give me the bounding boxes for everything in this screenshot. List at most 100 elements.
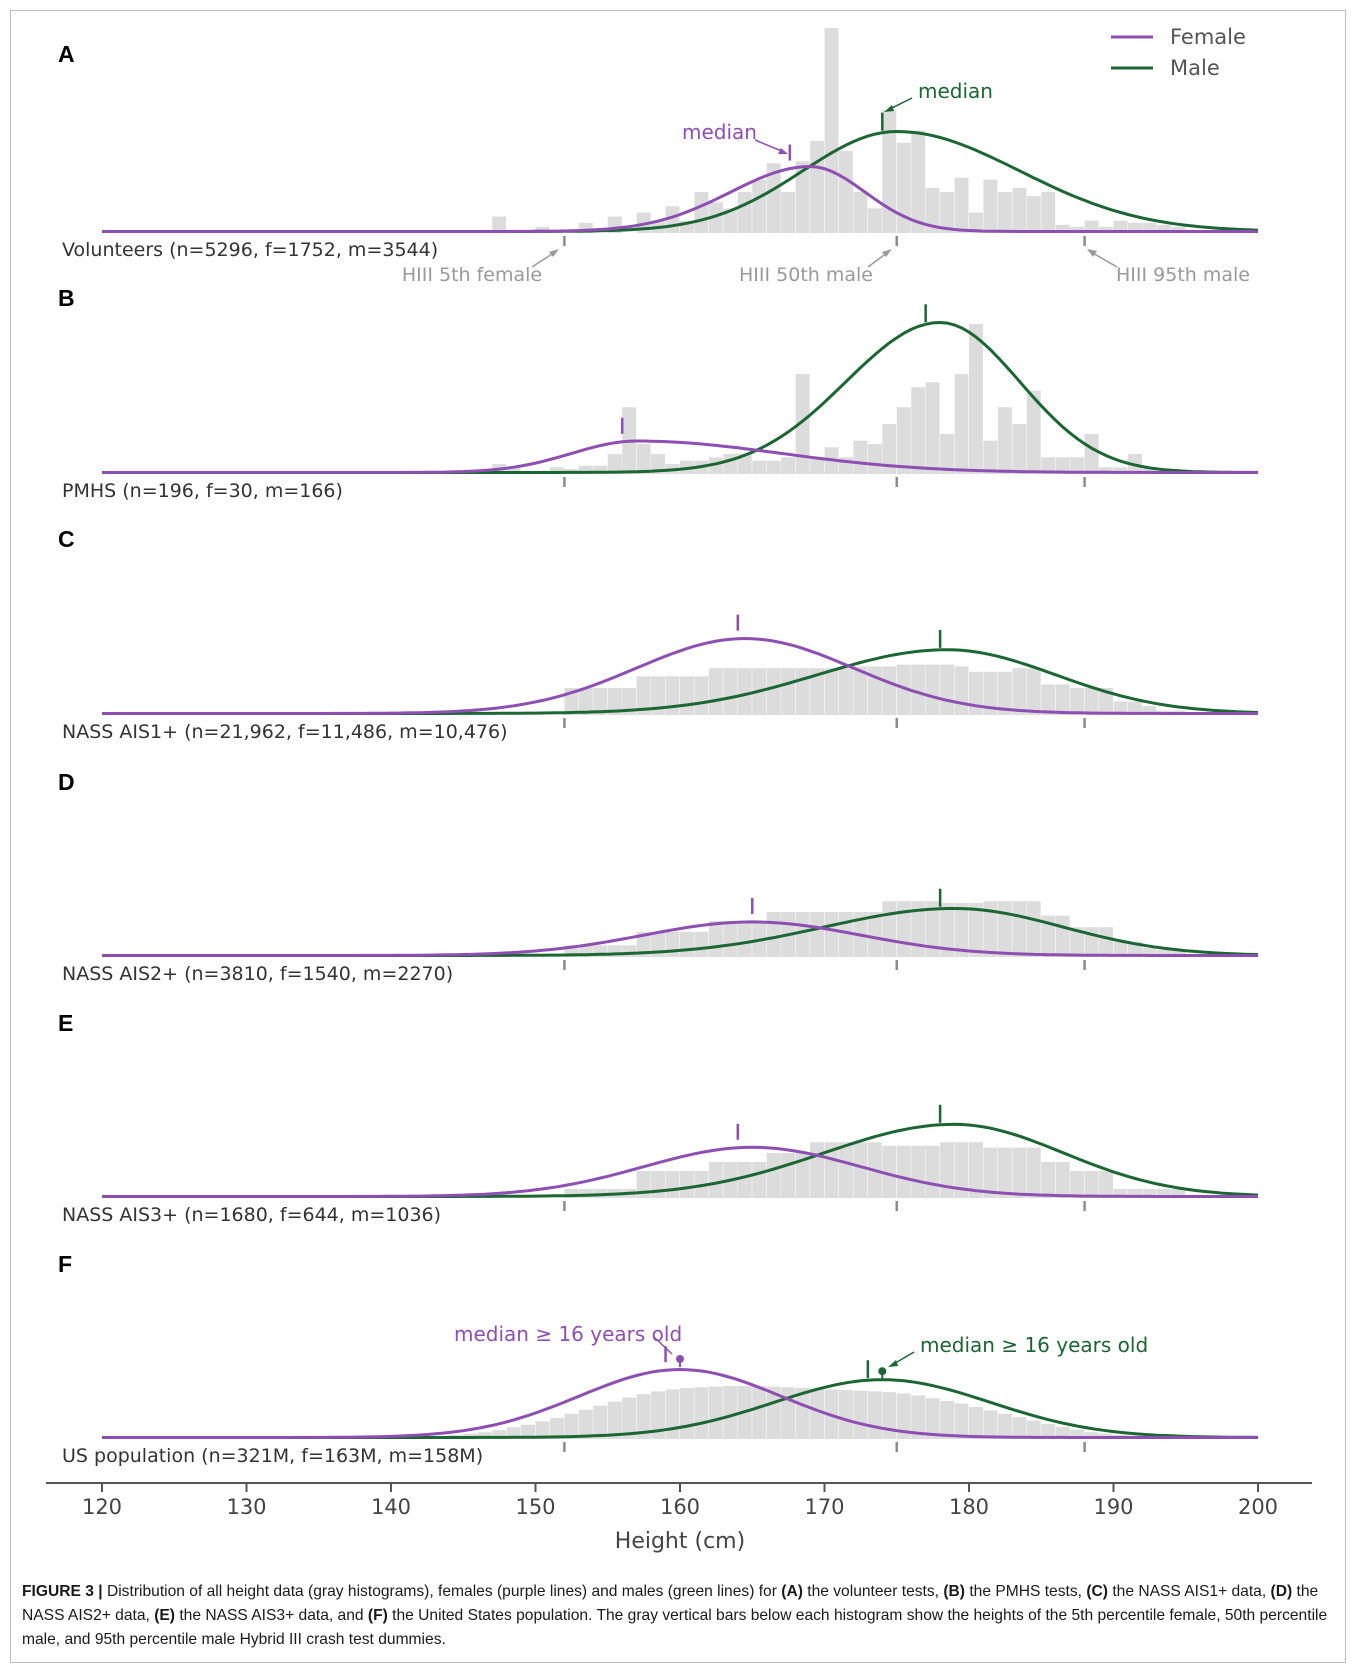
histogram-bar: [983, 1410, 998, 1439]
histogram-bar: [1156, 949, 1171, 957]
histogram-bar: [622, 1397, 637, 1439]
histogram-bar: [1070, 1429, 1085, 1439]
histogram-bar: [867, 1391, 882, 1439]
dummy-arrow-head: [882, 249, 892, 257]
histogram-bar: [607, 1401, 622, 1439]
female-median-arrowhead: [778, 148, 788, 154]
histogram-bar: [940, 1400, 955, 1439]
histogram-bar: [969, 903, 983, 957]
caption-lead: FIGURE 3 |: [22, 1583, 103, 1600]
panel-letter: F: [58, 1251, 72, 1277]
histogram-bar: [1142, 706, 1157, 715]
histogram-bar: [1026, 390, 1041, 474]
female-median-arrow: [754, 139, 785, 153]
histogram-bar: [550, 1417, 564, 1439]
histogram-bar: [737, 668, 752, 715]
histogram-bar: [694, 676, 709, 715]
histogram-bar: [824, 668, 839, 715]
histogram-bar: [896, 407, 911, 474]
histogram-bar: [535, 1421, 550, 1439]
histogram-bar: [867, 208, 882, 233]
histogram-bar: [853, 666, 868, 715]
caption-text: the NASS AIS3+ data, and: [175, 1607, 368, 1624]
panel-d: [102, 888, 1259, 970]
legend-label-female: Female: [1170, 25, 1246, 49]
panel-label: US population (n=321M, f=163M, m=158M): [62, 1445, 483, 1467]
histogram-bar: [1113, 941, 1128, 957]
histogram-bar: [1041, 457, 1056, 474]
histogram-bar: [1070, 927, 1085, 957]
histogram-bar: [708, 668, 723, 715]
caption-text: the NASS AIS1+ data,: [1107, 1583, 1271, 1600]
histogram-bar: [969, 212, 983, 233]
caption-text: the volunteer tests,: [802, 1583, 944, 1600]
caption-text: the NASS AIS2+ data,: [22, 1583, 1319, 1624]
histogram-bar: [1026, 668, 1041, 715]
histogram-bar: [882, 901, 897, 957]
histogram-bar: [1055, 915, 1070, 957]
histogram-bar: [1041, 915, 1056, 957]
histogram-bar: [578, 1409, 593, 1439]
histogram-bar: [737, 192, 752, 233]
histogram-bar: [969, 1142, 983, 1198]
x-tick-label: 200: [1238, 1495, 1278, 1519]
histogram-bar: [636, 1394, 651, 1439]
panel-b: [102, 304, 1258, 487]
histogram-bar: [1142, 1189, 1157, 1198]
histogram-bar: [593, 1405, 608, 1439]
histogram-bar: [564, 1189, 579, 1198]
histogram-bar: [838, 1142, 853, 1198]
histogram-bar: [824, 1142, 839, 1198]
histogram-bar: [752, 460, 767, 474]
female-median-arrow: [653, 1336, 673, 1355]
histogram-bar: [1084, 1171, 1099, 1198]
histogram-bar: [1026, 196, 1041, 233]
histogram-bar: [795, 668, 810, 715]
histogram-bar: [954, 1142, 969, 1198]
panel-letter: E: [58, 1010, 73, 1036]
histogram-bar: [882, 1145, 897, 1198]
histogram-bar: [824, 28, 839, 233]
histogram-bar: [1128, 222, 1142, 234]
histogram-bar: [593, 465, 608, 474]
histogram-bar: [550, 467, 564, 474]
histogram-bar: [867, 912, 882, 957]
histogram-bar: [1026, 1420, 1041, 1439]
histogram-bar: [882, 110, 897, 233]
histogram-bar: [940, 434, 955, 474]
histogram-bar: [810, 457, 824, 474]
histogram-bar: [578, 1189, 593, 1198]
histogram-bar: [607, 454, 622, 474]
dummy-label: HIII 5th female: [402, 264, 542, 286]
histogram-bar: [1055, 224, 1070, 233]
histogram-bar: [593, 688, 608, 715]
histogram-bar: [651, 1391, 665, 1439]
histogram-bar: [1026, 901, 1041, 957]
histogram-bar: [983, 179, 998, 233]
histogram-bar: [766, 912, 781, 957]
histogram-bar: [1012, 668, 1027, 715]
histogram-bar: [1084, 688, 1099, 715]
histogram-bar: [752, 1162, 767, 1198]
histogram-bar: [1041, 684, 1056, 715]
histogram-bar: [983, 1147, 998, 1198]
histogram-bar: [1142, 948, 1157, 957]
histogram-bar: [997, 1147, 1012, 1198]
histogram-bar: [896, 901, 911, 957]
histogram-bar: [853, 1142, 868, 1198]
histogram-bar: [1070, 226, 1085, 233]
histogram-bar: [1012, 1417, 1027, 1439]
histogram-bar: [1171, 949, 1186, 957]
histogram-bar: [1012, 901, 1027, 957]
histogram-bar: [838, 668, 853, 715]
histogram-bar: [940, 1142, 955, 1198]
panel-label: NASS AIS3+ (n=1680, f=644, m=1036): [62, 1204, 441, 1226]
dummy-label: HIII 50th male: [739, 264, 873, 286]
histogram-bar: [810, 140, 824, 234]
histogram-bar: [882, 666, 897, 715]
female-curve: [102, 1145, 1258, 1198]
histogram-bar: [766, 163, 781, 233]
histogram-bar: [723, 1386, 738, 1439]
height-distribution-chart: Volunteers (n=5296, f=1752, m=3544) A PMHS…: [46, 25, 1312, 1554]
panel-label: NASS AIS1+ (n=21,962, f=11,486, m=10,476…: [62, 721, 508, 743]
